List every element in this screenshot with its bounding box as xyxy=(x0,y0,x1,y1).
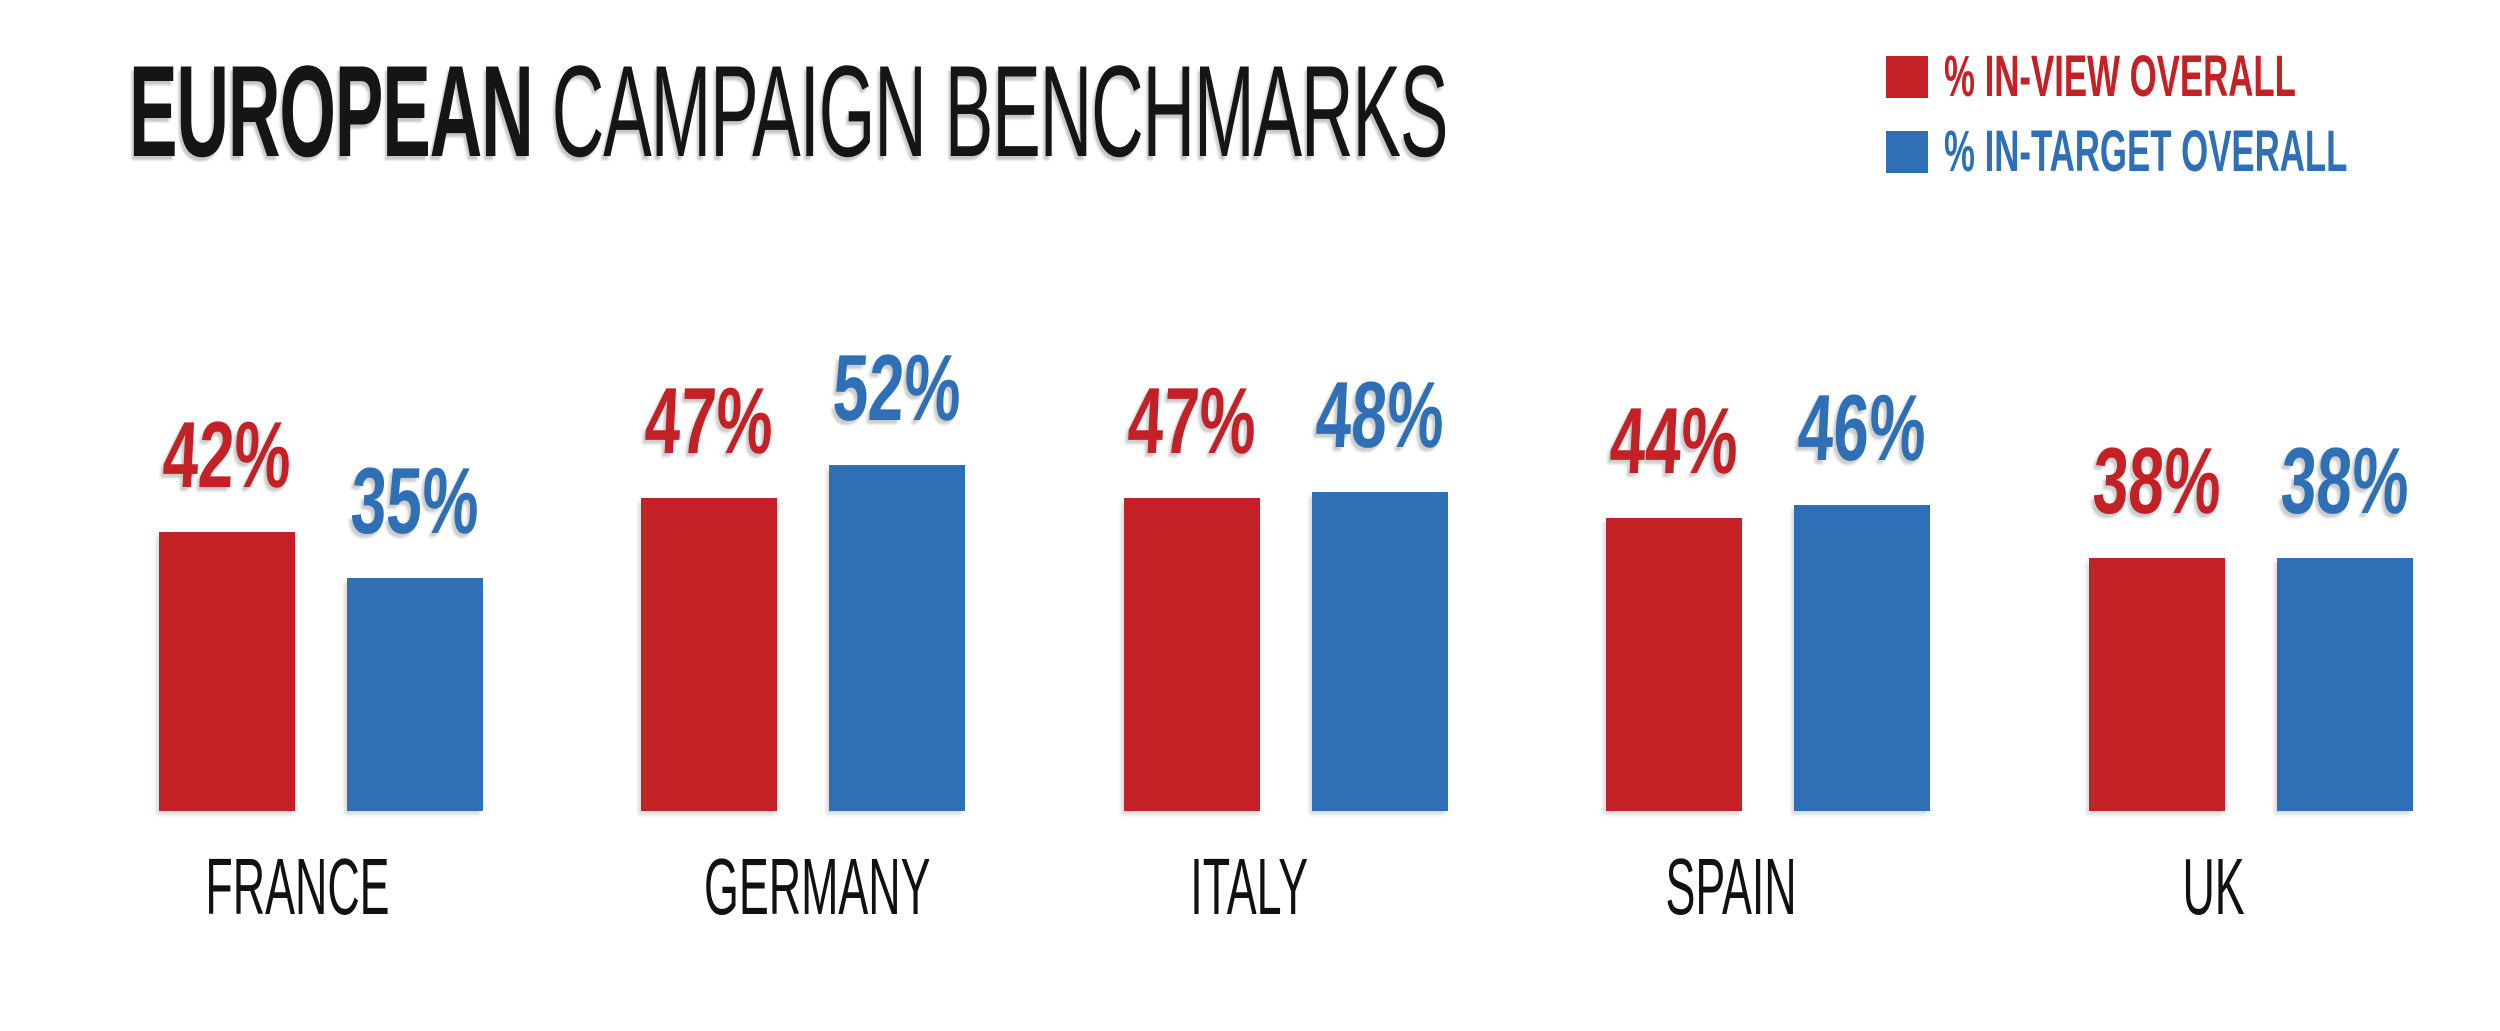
value-label: 46% xyxy=(1795,375,1929,480)
value-label: 38% xyxy=(2278,428,2412,533)
category-label: ITALY xyxy=(1098,811,1400,927)
in-target-column: 52% xyxy=(803,335,991,811)
legend-item-in-view: % IN-VIEW OVERALL xyxy=(1886,48,2500,106)
legend-label-in-view: % IN-VIEW OVERALL xyxy=(1944,44,2296,109)
bar-group-germany: 47% 52% GERMANY xyxy=(615,335,966,927)
legend-swatch-in-view xyxy=(1886,56,1928,98)
category-label: FRANCE xyxy=(133,811,435,927)
bar-in-view xyxy=(159,532,296,811)
bar-group-italy: 47% 48% ITALY xyxy=(1098,362,1449,927)
bar-in-target xyxy=(2277,558,2414,811)
bar-pair: 38% 38% xyxy=(2063,428,2414,811)
bar-in-view xyxy=(1606,518,1743,811)
in-view-column: 42% xyxy=(133,402,321,811)
bar-pair: 47% 48% xyxy=(1098,362,1449,811)
bar-pair: 42% 35% xyxy=(133,402,484,811)
in-target-column: 35% xyxy=(321,448,509,811)
chart-title-bold: EUROPEAN xyxy=(129,38,534,184)
bar-in-target xyxy=(1312,492,1449,811)
bar-pair: 47% 52% xyxy=(615,335,966,811)
category-label-text: FRANCE xyxy=(205,842,390,931)
value-label: 42% xyxy=(160,402,294,507)
in-view-column: 44% xyxy=(1580,388,1768,811)
category-label: SPAIN xyxy=(1580,811,1882,927)
bar-in-view xyxy=(2089,558,2226,811)
in-view-column: 38% xyxy=(2063,428,2251,811)
chart-title-rest: CAMPAIGN BENCHMARKS xyxy=(532,38,1449,184)
legend: % IN-VIEW OVERALL % IN-TARGET OVERALL xyxy=(1886,48,2500,181)
chart-title: EUROPEAN CAMPAIGN BENCHMARKS xyxy=(129,46,2483,176)
value-label: 38% xyxy=(2090,428,2224,533)
in-view-column: 47% xyxy=(1098,368,1286,811)
bar-group-france: 42% 35% FRANCE xyxy=(133,402,484,927)
bar-pair: 44% 46% xyxy=(1580,375,1931,811)
value-label: 47% xyxy=(1125,368,1259,473)
legend-label-in-target: % IN-TARGET OVERALL xyxy=(1944,119,2348,184)
bar-in-view xyxy=(1124,498,1261,811)
value-label: 52% xyxy=(830,335,964,440)
category-label-text: GERMANY xyxy=(703,842,931,931)
bar-in-view xyxy=(641,498,778,811)
legend-swatch-in-target xyxy=(1886,131,1928,173)
category-label: GERMANY xyxy=(615,811,931,927)
value-label: 47% xyxy=(642,368,776,473)
in-target-column: 46% xyxy=(1768,375,1956,811)
bar-group-spain: 44% 46% SPAIN xyxy=(1580,375,1931,927)
category-label-text: UK xyxy=(2182,842,2246,931)
category-label-text: ITALY xyxy=(1190,842,1308,931)
category-label: UK xyxy=(2063,811,2365,927)
bar-in-target xyxy=(1794,505,1931,811)
value-label: 48% xyxy=(1313,362,1447,467)
value-label: 35% xyxy=(348,448,482,553)
in-target-column: 38% xyxy=(2251,428,2439,811)
legend-item-in-target: % IN-TARGET OVERALL xyxy=(1886,123,2500,181)
chart-title-text: EUROPEAN CAMPAIGN BENCHMARKS xyxy=(129,46,1448,176)
bar-in-target xyxy=(347,578,484,811)
value-label: 44% xyxy=(1607,388,1741,493)
bar-in-target xyxy=(829,465,966,811)
category-label-text: SPAIN xyxy=(1665,842,1797,931)
in-view-column: 47% xyxy=(615,368,803,811)
bar-group-uk: 38% 38% UK xyxy=(2063,428,2414,927)
in-target-column: 48% xyxy=(1286,362,1474,811)
